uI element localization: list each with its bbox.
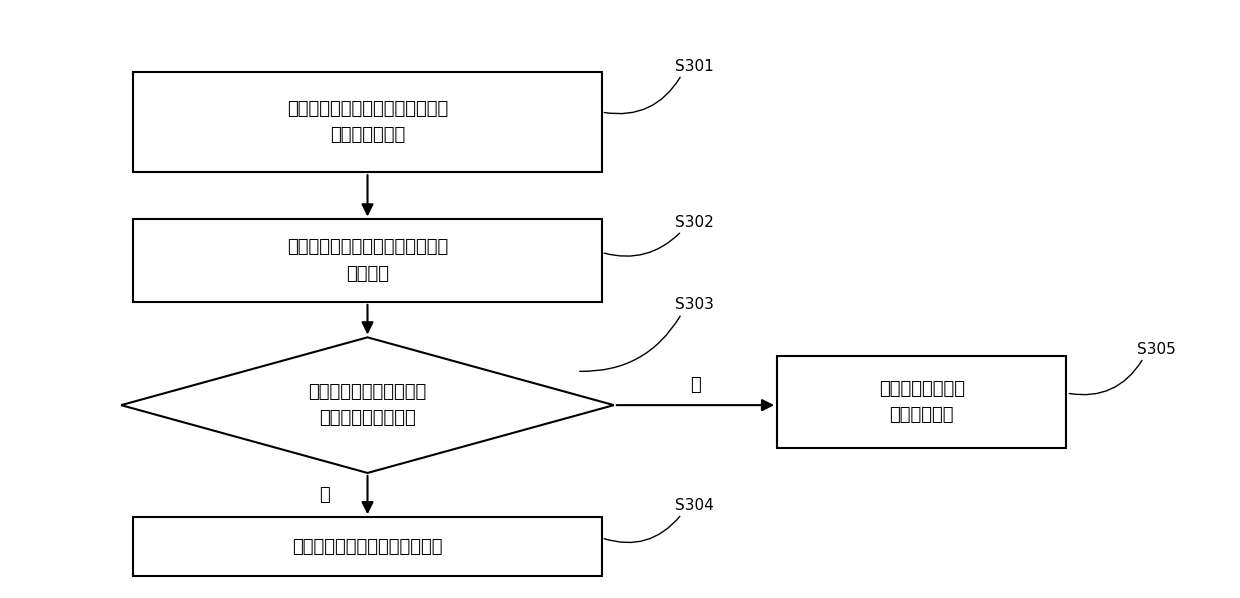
Text: 确定所述预定时间段内数值异常: 确定所述预定时间段内数值异常 <box>293 538 443 556</box>
Text: S301: S301 <box>676 59 714 74</box>
FancyBboxPatch shape <box>134 219 601 302</box>
Text: S304: S304 <box>676 498 714 513</box>
Text: 判断所述异常测量点后的
测量点是否窄幅震荡: 判断所述异常测量点后的 测量点是否窄幅震荡 <box>309 383 427 428</box>
FancyBboxPatch shape <box>777 356 1066 448</box>
Text: 从所述多个测量点集合中确定出异
常测量点: 从所述多个测量点集合中确定出异 常测量点 <box>286 239 448 283</box>
Text: S303: S303 <box>676 297 714 312</box>
FancyBboxPatch shape <box>134 517 601 576</box>
Text: S302: S302 <box>676 215 714 230</box>
Text: 是: 是 <box>319 486 330 504</box>
Text: 确定所述预定时间
段内数值正常: 确定所述预定时间 段内数值正常 <box>879 380 965 425</box>
Text: 否: 否 <box>691 376 701 393</box>
Polygon shape <box>122 337 614 473</box>
FancyBboxPatch shape <box>134 72 601 172</box>
Text: S305: S305 <box>1137 341 1176 356</box>
Text: 获取传感器在第一预定时间段内的
多个测量点集合: 获取传感器在第一预定时间段内的 多个测量点集合 <box>286 100 448 144</box>
